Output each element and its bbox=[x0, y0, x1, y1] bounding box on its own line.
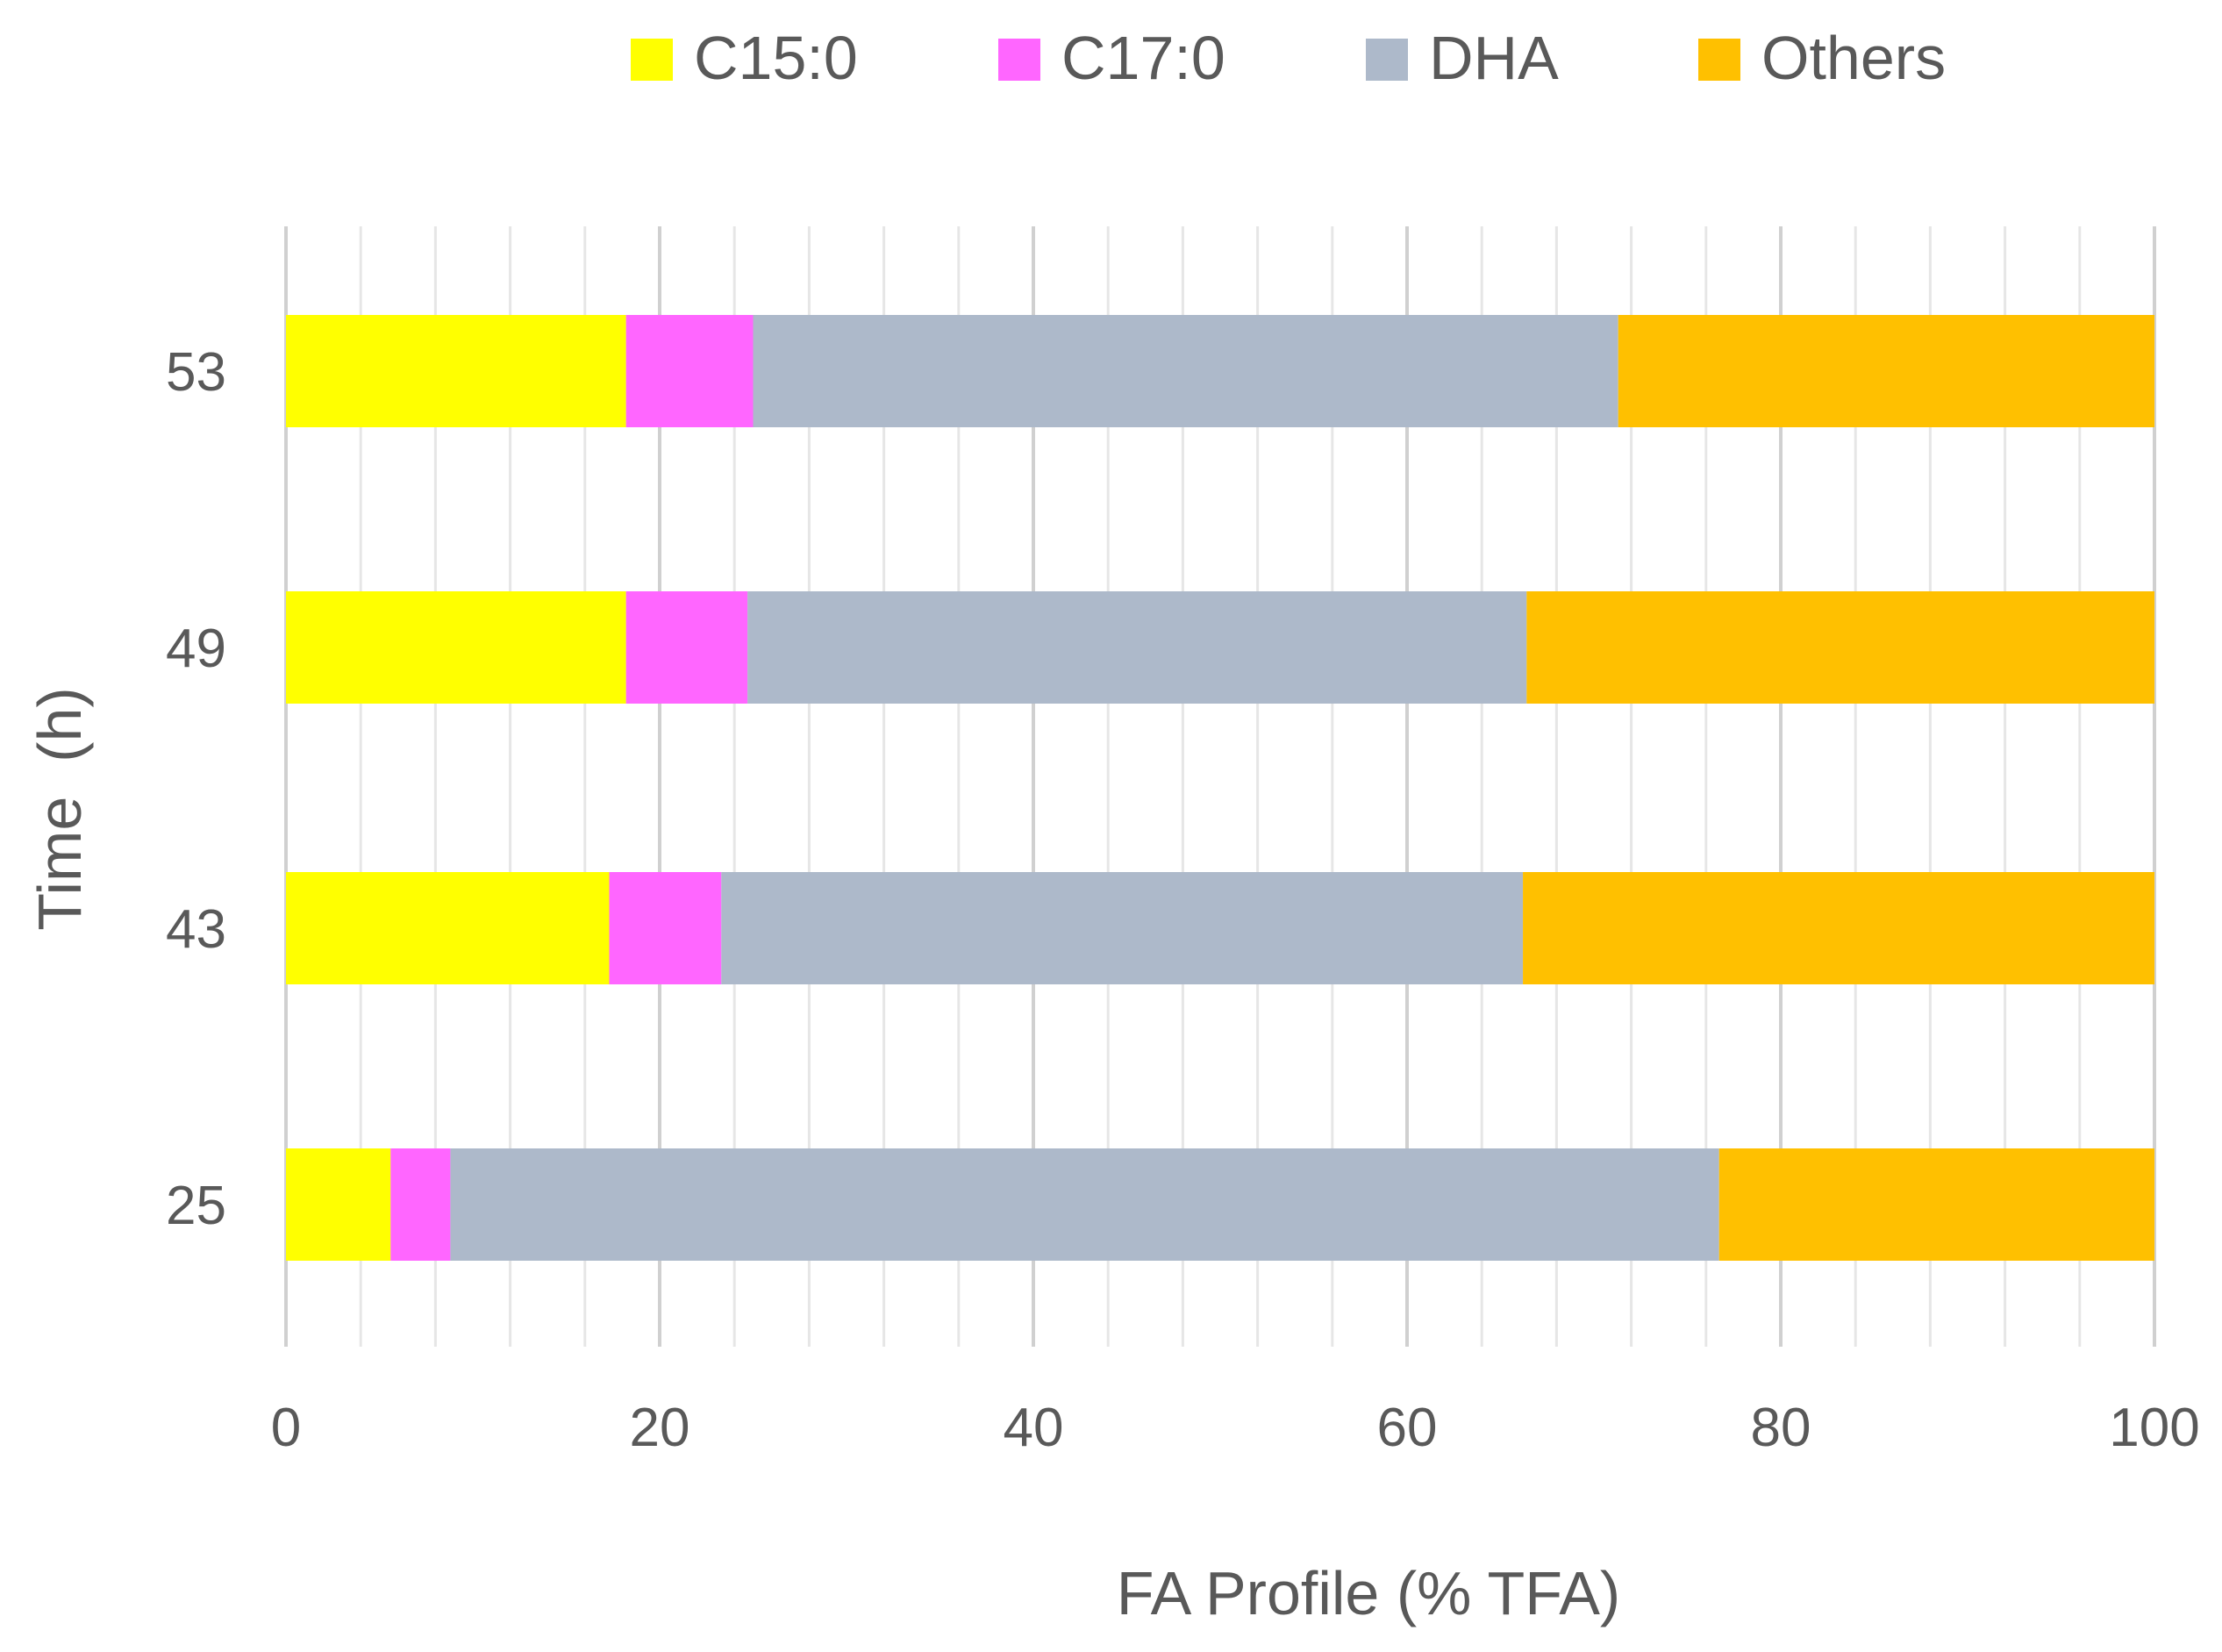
bar-others-43 bbox=[1523, 872, 2154, 984]
y-tick-label: 53 bbox=[166, 342, 226, 403]
bar-dha-25 bbox=[450, 1148, 1719, 1261]
legend: C15:0 C17:0 DHA Others bbox=[631, 24, 1946, 92]
bar-c17-0-43 bbox=[609, 872, 722, 984]
y-tick-label: 43 bbox=[166, 899, 226, 960]
legend-swatch bbox=[1366, 39, 1408, 81]
y-tick-labels: 25 43 49 53 bbox=[166, 342, 226, 1236]
legend-label: C17:0 bbox=[1061, 24, 1225, 92]
x-tick-label: 60 bbox=[1377, 1398, 1438, 1458]
y-axis-title: Time (h) bbox=[25, 687, 94, 930]
bar-others-25 bbox=[1718, 1148, 2154, 1261]
bar-c15-0-49 bbox=[286, 591, 626, 704]
legend-label: DHA bbox=[1429, 24, 1559, 92]
bar-dha-43 bbox=[721, 872, 1524, 984]
x-tick-labels: 0 20 40 60 80 100 bbox=[271, 1398, 2200, 1458]
x-tick-label: 40 bbox=[1004, 1398, 1064, 1458]
bar-others-53 bbox=[1618, 315, 2154, 427]
bar-c15-0-43 bbox=[286, 872, 610, 984]
legend-swatch bbox=[1698, 39, 1740, 81]
x-tick-label: 0 bbox=[271, 1398, 301, 1458]
y-tick-label: 49 bbox=[166, 619, 226, 679]
x-tick-label: 80 bbox=[1751, 1398, 1811, 1458]
legend-label: C15:0 bbox=[694, 24, 858, 92]
bar-c17-0-49 bbox=[625, 591, 748, 704]
bar-others-49 bbox=[1526, 591, 2154, 704]
legend-label: Others bbox=[1761, 24, 1946, 92]
bar-dha-53 bbox=[753, 315, 1618, 427]
x-tick-label: 20 bbox=[630, 1398, 690, 1458]
bar-c17-0-53 bbox=[625, 315, 754, 427]
bars bbox=[286, 315, 2154, 1261]
legend-swatch bbox=[631, 39, 673, 81]
y-tick-label: 25 bbox=[166, 1176, 226, 1236]
bar-c17-0-25 bbox=[390, 1148, 451, 1261]
x-tick-label: 100 bbox=[2109, 1398, 2199, 1458]
bar-c15-0-25 bbox=[286, 1148, 391, 1261]
bar-dha-49 bbox=[747, 591, 1527, 704]
legend-swatch bbox=[998, 39, 1040, 81]
x-axis-title: FA Profile (% TFA) bbox=[1117, 1559, 1620, 1627]
bar-c15-0-53 bbox=[286, 315, 626, 427]
